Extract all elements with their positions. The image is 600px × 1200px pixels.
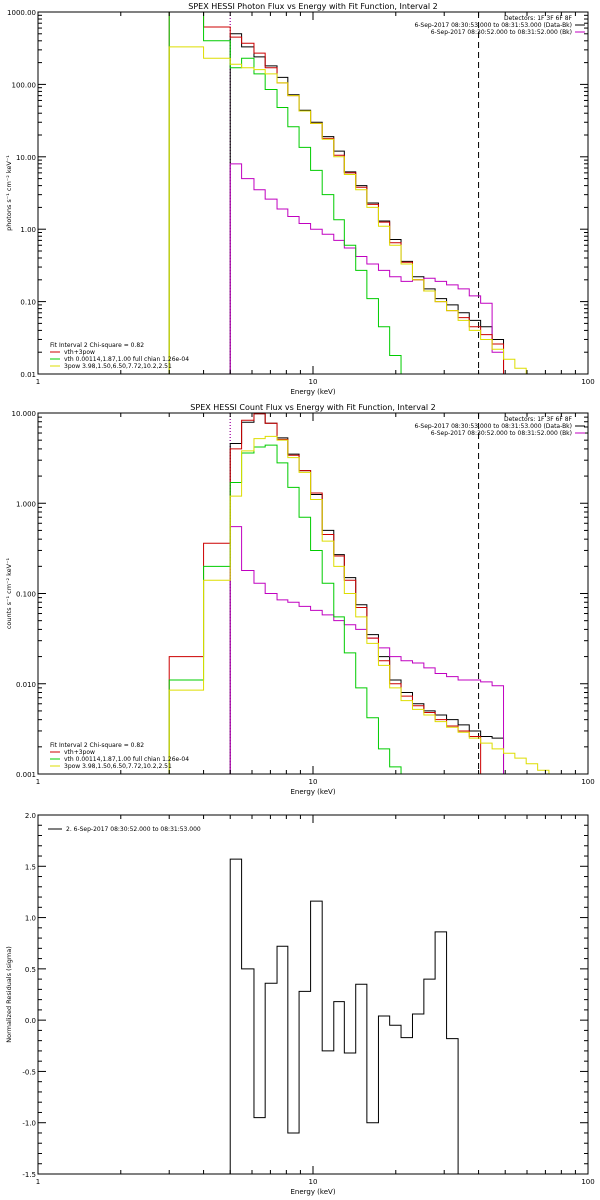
plot-area	[168, 12, 527, 374]
y-tick-label: 0.10	[20, 299, 36, 307]
x-tick-label: 10	[309, 1178, 318, 1186]
series-line	[168, 435, 550, 774]
y-axis-label: counts s⁻¹ cm⁻² keV⁻¹	[5, 557, 13, 629]
x-tick-label: 10	[309, 778, 318, 786]
plot-area	[168, 413, 550, 774]
chart-title: SPEX HESSI Count Flux vs Energy with Fit…	[190, 403, 435, 412]
series-line	[168, 12, 413, 374]
y-tick-label: 100.00	[12, 81, 37, 89]
legend-entry: 6-Sep-2017 08:30:52.000 to 08:31:52.000 …	[431, 29, 572, 36]
series-line	[229, 526, 505, 774]
x-tick-label: 1	[36, 1178, 40, 1186]
y-tick-label: -1.0	[22, 1120, 36, 1128]
x-tick-label: 1	[36, 778, 40, 786]
x-tick-label: 1	[36, 378, 40, 386]
legend-entry: vth 0.00114,1.87,1.00 full chian 1.26e-0…	[64, 356, 189, 363]
y-tick-label: 1.5	[25, 863, 36, 871]
series-line	[168, 444, 402, 774]
x-tick-label: 100	[581, 378, 594, 386]
plot-frame	[37, 412, 589, 775]
legend-entry: 3pow 3.98,1.50,6.50,7.72,10.2,2.51	[64, 763, 172, 770]
y-tick-label: 0.01	[20, 371, 36, 379]
y-tick-label: 0.001	[16, 771, 36, 779]
y-tick-label: 0.5	[25, 966, 36, 974]
series-line	[168, 12, 505, 374]
y-tick-label: 10.00	[16, 154, 36, 162]
y-tick-label: 0.100	[16, 591, 36, 599]
legend-entry: vth+3pow	[64, 349, 95, 356]
y-tick-label: 1000.00	[7, 9, 36, 17]
plot-frame	[37, 814, 589, 1175]
legend-entry: Fit Interval 2 Chi-square = 0.82	[50, 342, 144, 349]
legend-entry: 2. 6-Sep-2017 08:30:52.000 to 08:31:53.0…	[66, 826, 201, 833]
legend-entry: Fit Interval 2 Chi-square = 0.82	[50, 742, 144, 749]
legend-entry: 3pow 3.98,1.50,6.50,7.72,10.2,2.51	[64, 363, 172, 370]
y-tick-label: -0.5	[22, 1068, 36, 1076]
x-axis-label: Energy (keV)	[290, 388, 335, 396]
series-line	[229, 858, 459, 1174]
y-tick-label: 1.00	[20, 226, 36, 234]
x-tick-label: 10	[309, 378, 318, 386]
legend-entry: vth 0.00114,1.87,1.00 full chian 1.26e-0…	[64, 756, 189, 763]
series-line	[229, 163, 505, 374]
legend-entry: vth+3pow	[64, 749, 95, 756]
y-tick-label: 1.000	[16, 500, 36, 508]
x-tick-label: 100	[581, 1178, 594, 1186]
chart-title: SPEX HESSI Photon Flux vs Energy with Fi…	[188, 2, 438, 11]
legend-entry: 6-Sep-2017 08:30:53.000 to 08:31:53.000 …	[414, 22, 572, 29]
y-axis-label: photons s⁻¹ cm⁻² keV⁻¹	[5, 155, 13, 231]
x-tick-label: 100	[581, 778, 594, 786]
legend-entry: Detectors: 1F 3F 6F 8F	[504, 416, 573, 423]
legend-entry: 6-Sep-2017 08:30:53.000 to 08:31:53.000 …	[414, 423, 572, 430]
series-line	[168, 413, 482, 774]
series-line	[168, 46, 527, 374]
plot-frame	[37, 11, 589, 375]
x-axis-label: Energy (keV)	[290, 1188, 335, 1196]
y-tick-label: -1.5	[22, 1171, 36, 1179]
y-tick-label: 0.0	[25, 1017, 36, 1025]
y-tick-label: 0.010	[16, 681, 36, 689]
y-axis-label: Normalized Residuals (sigma)	[5, 946, 13, 1043]
y-tick-label: 1.0	[25, 915, 36, 923]
plot-area	[229, 858, 459, 1174]
y-tick-label: 2.0	[25, 812, 36, 820]
legend-entry: 6-Sep-2017 08:30:52.000 to 08:31:52.000 …	[431, 430, 572, 437]
y-tick-label: 10.000	[12, 410, 37, 418]
x-axis-label: Energy (keV)	[290, 788, 335, 796]
legend-entry: Detectors: 1F 3F 6F 8F	[504, 15, 573, 22]
